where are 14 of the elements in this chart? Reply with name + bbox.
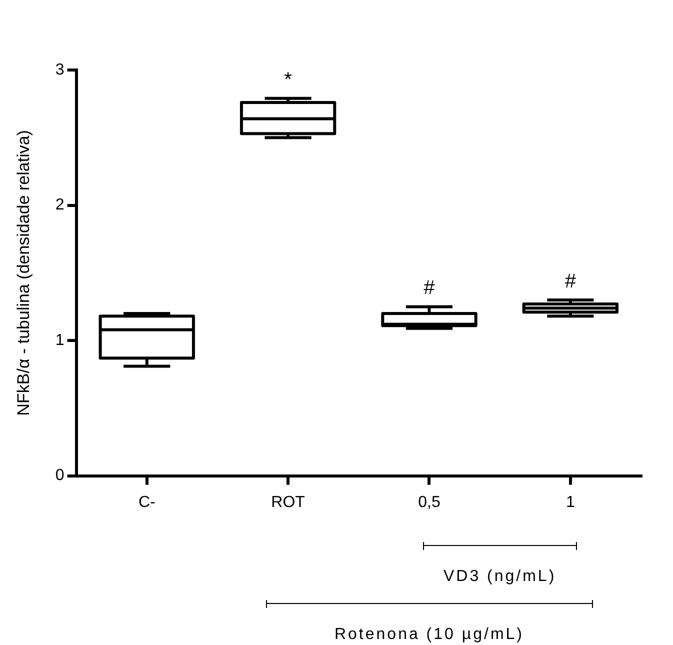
x-tick-label: ROT xyxy=(271,494,306,511)
annotation: # xyxy=(424,277,436,300)
text: Rotenona (10 µg/mL) xyxy=(334,626,524,644)
text: VD3 (ng/mL) xyxy=(443,568,556,586)
y-tick-label: 3 xyxy=(55,61,64,78)
annotation: # xyxy=(564,270,577,292)
y-tick-label: 0 xyxy=(55,467,64,484)
x-tick-label: 0,5 xyxy=(418,494,440,511)
y-axis-title: NFkB/α - tubulina (densidade relativa) xyxy=(14,130,33,416)
y-tick-label: 1 xyxy=(55,332,64,349)
x-tick-label: 1 xyxy=(566,494,575,511)
x-tick-label: C- xyxy=(138,494,156,511)
y-tick-label: 2 xyxy=(55,196,64,214)
annotation: * xyxy=(284,68,292,91)
